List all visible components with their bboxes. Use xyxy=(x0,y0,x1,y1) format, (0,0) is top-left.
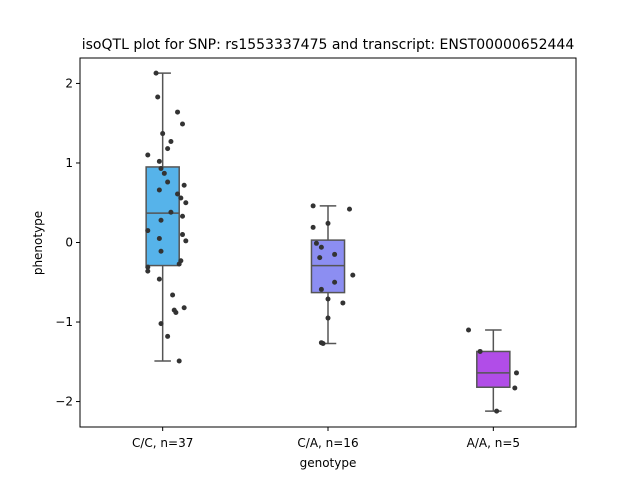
data-point xyxy=(153,70,159,76)
chart-title: isoQTL plot for SNP: rs1553337475 and tr… xyxy=(82,37,575,53)
data-point xyxy=(168,139,174,145)
plot-content xyxy=(145,70,519,414)
data-point xyxy=(161,170,167,176)
data-point xyxy=(158,166,164,172)
data-point xyxy=(325,296,331,302)
data-point xyxy=(325,220,331,226)
data-point xyxy=(156,158,162,164)
data-point xyxy=(317,255,323,261)
data-point xyxy=(145,228,151,234)
data-point xyxy=(512,385,518,391)
data-point xyxy=(158,217,164,223)
data-point xyxy=(332,279,338,285)
data-point xyxy=(320,340,326,346)
y-tick-label: −2 xyxy=(55,395,73,409)
box xyxy=(476,350,511,388)
data-point xyxy=(325,315,331,321)
y-axis: −2 −1 0 1 2 xyxy=(55,76,80,409)
x-tick-label: A/A, n=5 xyxy=(467,436,520,450)
x-axis-label: genotype xyxy=(300,456,357,470)
data-point xyxy=(176,358,182,364)
data-point xyxy=(180,213,186,219)
data-point xyxy=(318,244,324,250)
data-point xyxy=(156,276,162,282)
box-group xyxy=(466,327,519,414)
data-point xyxy=(168,209,174,215)
data-point xyxy=(310,203,316,209)
data-point xyxy=(180,121,186,127)
data-point xyxy=(145,268,151,274)
y-tick-label: 0 xyxy=(65,236,73,250)
data-point xyxy=(350,272,356,278)
data-point xyxy=(183,238,189,244)
data-point xyxy=(494,408,500,414)
data-point xyxy=(310,224,316,230)
data-point xyxy=(332,251,338,257)
data-point xyxy=(158,248,164,254)
data-point xyxy=(165,179,171,185)
y-tick-label: 2 xyxy=(65,76,73,90)
x-tick-label: C/A, n=16 xyxy=(297,436,358,450)
data-point xyxy=(183,200,189,206)
box xyxy=(145,166,180,267)
y-tick-label: −1 xyxy=(55,315,73,329)
data-point xyxy=(178,195,184,201)
data-point xyxy=(155,94,161,100)
data-point xyxy=(165,146,171,152)
box xyxy=(310,239,346,294)
data-point xyxy=(180,232,186,238)
data-point xyxy=(313,240,319,246)
data-point xyxy=(181,182,187,188)
x-tick-label: C/C, n=37 xyxy=(132,436,193,450)
data-point xyxy=(513,370,519,376)
data-point xyxy=(175,191,181,197)
data-point xyxy=(145,152,151,158)
y-axis-label: phenotype xyxy=(31,211,45,275)
data-point xyxy=(156,187,162,193)
data-point xyxy=(165,333,171,339)
data-point xyxy=(318,286,324,292)
y-tick-label: 1 xyxy=(65,156,73,170)
data-point xyxy=(145,264,151,270)
data-point xyxy=(346,206,352,212)
box-group xyxy=(310,203,356,346)
box-group xyxy=(145,70,189,364)
data-point xyxy=(170,292,176,298)
data-point xyxy=(176,261,182,267)
data-point xyxy=(171,307,177,313)
data-point xyxy=(175,109,181,115)
data-point xyxy=(181,305,187,311)
data-point xyxy=(466,327,472,333)
data-point xyxy=(156,236,162,242)
data-point xyxy=(158,321,164,327)
data-point xyxy=(477,348,483,354)
x-axis: C/C, n=37 C/A, n=16 A/A, n=5 xyxy=(132,427,520,450)
data-point xyxy=(160,131,166,137)
data-point xyxy=(340,300,346,306)
